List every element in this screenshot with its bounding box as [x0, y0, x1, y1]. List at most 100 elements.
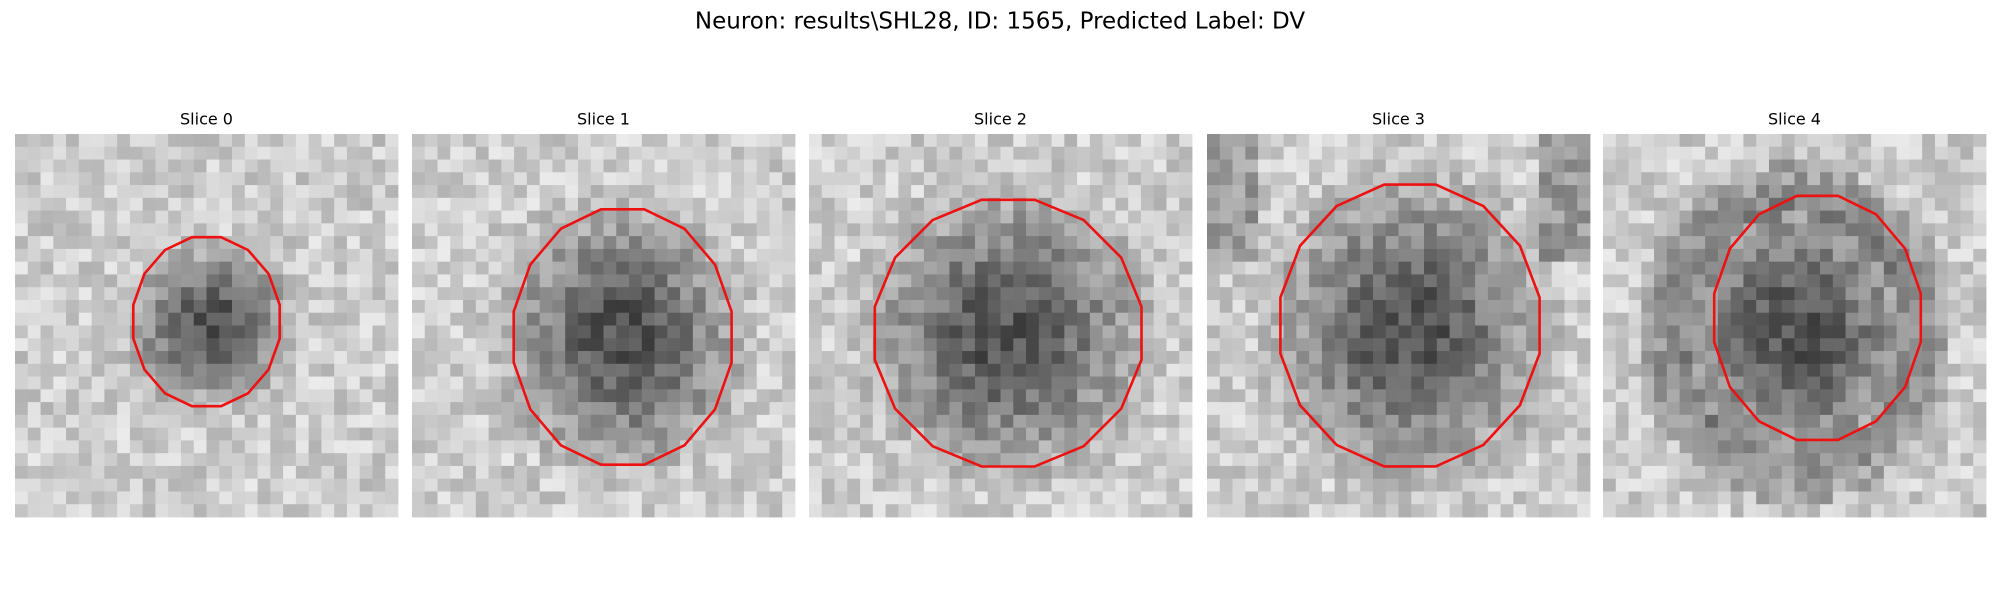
pixel — [475, 453, 489, 467]
pixel — [1577, 248, 1591, 263]
pixel — [1270, 236, 1284, 250]
pixel — [1577, 236, 1591, 250]
pixel — [412, 376, 426, 390]
pixel — [1360, 172, 1374, 186]
pixel — [1372, 427, 1387, 441]
pixel — [1372, 236, 1387, 250]
pixel — [552, 185, 566, 199]
pixel — [501, 274, 515, 288]
pixel — [1730, 440, 1744, 454]
pixel — [654, 248, 668, 263]
pixel — [1781, 312, 1795, 326]
pixel — [1768, 351, 1783, 365]
pixel — [1424, 236, 1438, 250]
pixel — [437, 248, 451, 263]
pixel — [1321, 363, 1336, 377]
pixel — [743, 440, 758, 454]
pixel — [359, 236, 373, 250]
pixel — [1564, 389, 1578, 403]
pixel — [1807, 134, 1821, 148]
pixel — [1372, 504, 1387, 518]
pixel — [885, 197, 899, 211]
pixel — [308, 414, 322, 429]
pixel — [117, 172, 131, 186]
pixel — [283, 351, 297, 365]
pixel — [1270, 504, 1284, 518]
pixel — [1654, 197, 1668, 211]
pixel — [1947, 159, 1961, 173]
pixel — [1321, 325, 1336, 339]
pixel — [1615, 351, 1629, 365]
pixel — [949, 478, 963, 492]
pixel — [539, 172, 553, 186]
pixel — [104, 402, 118, 416]
pixel — [155, 351, 169, 365]
pixel — [1730, 223, 1744, 237]
pixel — [180, 312, 195, 326]
pixel — [1679, 248, 1693, 263]
pixel — [1077, 363, 1091, 377]
pixel — [1372, 363, 1387, 377]
pixel — [1641, 491, 1655, 505]
pixel — [680, 504, 694, 518]
pixel — [1436, 414, 1450, 429]
pixel — [78, 274, 92, 288]
pixel — [654, 261, 668, 275]
pixel — [949, 389, 963, 403]
pixel — [911, 287, 925, 301]
pixel — [1115, 248, 1129, 263]
pixel — [1398, 440, 1412, 454]
pixel — [1577, 414, 1591, 429]
pixel — [1756, 236, 1770, 250]
pixel — [1500, 376, 1514, 390]
pixel — [974, 504, 989, 518]
pixel — [1794, 465, 1808, 480]
pixel — [1270, 478, 1284, 492]
slice-image — [809, 134, 1193, 518]
pixel — [923, 185, 938, 199]
pixel — [1807, 261, 1821, 275]
pixel — [1717, 504, 1732, 518]
pixel — [359, 223, 373, 237]
pixel — [1000, 504, 1014, 518]
pixel — [1153, 159, 1167, 173]
pixel — [1692, 236, 1706, 250]
pixel — [1909, 478, 1923, 492]
pixel — [1166, 465, 1180, 480]
pixel — [117, 491, 131, 505]
pixel — [949, 338, 963, 352]
pixel — [501, 172, 515, 186]
pixel — [1654, 363, 1668, 377]
pixel — [1768, 504, 1783, 518]
pixel — [603, 197, 617, 211]
pixel — [1551, 223, 1565, 237]
pixel — [756, 427, 770, 441]
pixel — [1102, 325, 1116, 339]
pixel — [526, 210, 541, 224]
pixel — [1475, 325, 1489, 339]
pixel — [1832, 287, 1846, 301]
pixel — [1615, 146, 1629, 160]
pixel — [1909, 312, 1923, 326]
pixel — [1883, 312, 1898, 326]
pixel — [1296, 159, 1310, 173]
pixel — [949, 402, 963, 416]
pixel — [949, 134, 963, 148]
pixel — [603, 172, 617, 186]
pixel — [1730, 172, 1744, 186]
pixel — [1245, 223, 1259, 237]
pixel — [769, 363, 783, 377]
pixel — [911, 248, 925, 263]
pixel — [654, 402, 668, 416]
pixel — [552, 351, 566, 365]
pixel — [1321, 299, 1336, 314]
pixel — [1705, 453, 1719, 467]
pixel — [1692, 351, 1706, 365]
pixel — [1360, 146, 1374, 160]
pixel — [847, 274, 861, 288]
pixel — [1577, 402, 1591, 416]
pixel — [1538, 172, 1553, 186]
pixel — [872, 134, 886, 148]
pixel — [911, 389, 925, 403]
pixel — [15, 478, 29, 492]
